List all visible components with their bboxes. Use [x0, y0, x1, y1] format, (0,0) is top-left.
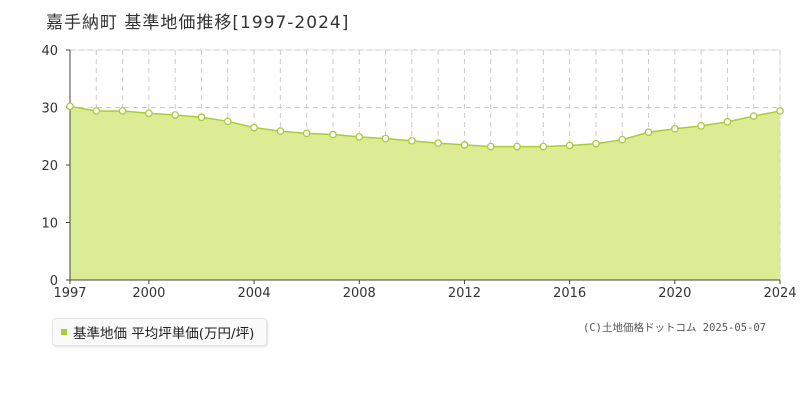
x-tick-label: 2016 [553, 286, 586, 301]
data-point [92, 107, 101, 115]
data-point [408, 137, 416, 145]
data-point [302, 129, 311, 138]
data-point [644, 128, 653, 137]
x-tick-label: 2000 [132, 286, 165, 301]
series-line [69, 105, 781, 148]
x-tick-label: 2020 [658, 286, 691, 301]
data-point [565, 141, 574, 150]
axes [66, 49, 781, 284]
data-point [355, 132, 364, 141]
credit-text: (C)土地価格ドットコム 2025-05-07 [582, 322, 766, 334]
data-point [250, 123, 258, 132]
data-point [539, 142, 548, 151]
legend-label: 基準地価 平均坪単価(万円/坪) [73, 326, 255, 342]
data-point [197, 113, 206, 122]
data-point [697, 122, 705, 130]
data-point [381, 134, 390, 143]
data-point [118, 107, 127, 115]
legend: 基準地価 平均坪単価(万円/坪) [52, 318, 268, 346]
data-point [145, 109, 153, 118]
data-point [434, 139, 442, 147]
data-point [670, 124, 679, 133]
data-point [66, 102, 74, 111]
y-tick-label: 40 [41, 44, 58, 59]
data-point [276, 127, 285, 135]
y-tick-label: 30 [41, 102, 58, 117]
data-point [223, 117, 232, 126]
tick-labels: 0 10 20 30 40 1997 2000 2004 2008 2012 2016 2020 202… [41, 44, 796, 301]
data-point [618, 135, 627, 144]
data-point [329, 130, 337, 139]
chart-title: 嘉手納町 基準地価推移[1997-2024] [46, 13, 350, 33]
data-point [723, 118, 732, 126]
x-tick-label: 2012 [448, 286, 481, 301]
data-point [749, 112, 758, 120]
x-tick-label: 2008 [343, 286, 376, 301]
data-point [776, 107, 784, 115]
data-point [486, 142, 495, 151]
data-point [513, 142, 521, 151]
x-tick-label: 2024 [763, 286, 796, 301]
x-tick-label: 1997 [53, 286, 86, 301]
y-tick-label: 20 [41, 159, 58, 174]
data-point [171, 111, 180, 119]
y-tick-label: 10 [41, 217, 58, 232]
series-area-layer [69, 105, 781, 280]
y-tick-label: 0 [50, 274, 58, 289]
data-points [66, 102, 784, 151]
data-point [592, 139, 600, 148]
x-tick-label: 2004 [238, 286, 271, 301]
series-area [70, 106, 780, 280]
legend-swatch-icon [61, 329, 67, 335]
data-point [460, 141, 469, 149]
